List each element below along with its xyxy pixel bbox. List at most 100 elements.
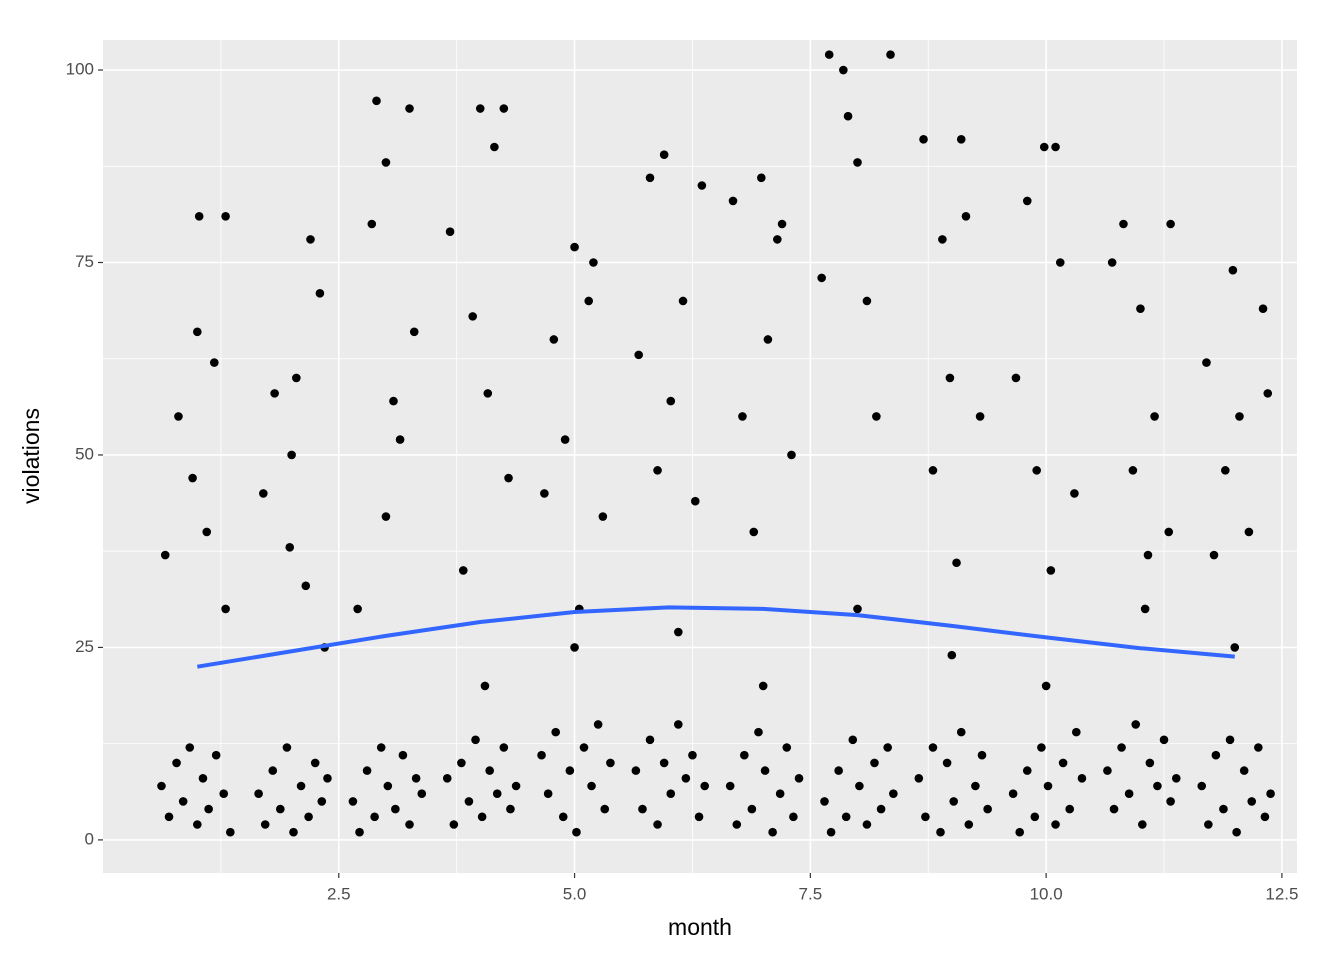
point <box>304 812 313 822</box>
point <box>1164 527 1174 537</box>
point <box>477 812 487 822</box>
point <box>757 173 766 183</box>
point <box>565 766 575 775</box>
point <box>1230 643 1240 652</box>
point <box>645 735 655 745</box>
point <box>947 650 957 660</box>
point <box>919 135 928 144</box>
point <box>961 212 971 221</box>
point <box>551 727 561 737</box>
point <box>872 412 881 421</box>
point <box>372 96 381 106</box>
point <box>193 327 202 337</box>
point <box>259 489 268 498</box>
point <box>1022 766 1032 775</box>
point <box>1136 304 1145 313</box>
point <box>1254 743 1263 752</box>
point <box>471 735 480 745</box>
point <box>848 735 858 745</box>
point <box>678 296 688 306</box>
point <box>1153 781 1162 791</box>
point <box>834 766 843 775</box>
point <box>971 781 980 791</box>
point <box>789 812 798 822</box>
point <box>883 743 892 752</box>
point <box>221 212 230 221</box>
point <box>1260 812 1270 822</box>
x-tick-label: 5.0 <box>563 884 587 903</box>
point <box>1037 743 1046 752</box>
point <box>1058 758 1068 768</box>
point <box>1225 735 1235 745</box>
point <box>395 435 405 444</box>
point <box>296 781 306 791</box>
point <box>1072 727 1081 737</box>
point <box>449 820 459 829</box>
point <box>732 820 742 829</box>
point <box>285 543 295 552</box>
panel <box>103 40 1297 873</box>
point <box>315 288 325 298</box>
point <box>409 327 419 337</box>
point <box>1211 750 1221 760</box>
point <box>370 812 379 822</box>
point <box>600 804 610 814</box>
point <box>276 804 285 814</box>
point <box>204 804 213 814</box>
point <box>572 827 581 837</box>
point <box>1008 789 1018 799</box>
x-tick-label: 2.5 <box>327 884 351 903</box>
point <box>773 235 782 244</box>
point <box>1202 358 1211 367</box>
point <box>270 389 279 398</box>
point <box>1011 373 1021 383</box>
point <box>417 789 427 799</box>
point <box>260 820 270 829</box>
point <box>659 758 669 768</box>
point <box>659 150 669 160</box>
point <box>540 489 549 498</box>
point <box>738 412 747 421</box>
point <box>1046 566 1056 575</box>
point <box>843 111 853 121</box>
point <box>306 235 315 244</box>
point <box>1145 758 1155 768</box>
point <box>202 527 212 537</box>
point <box>638 804 647 814</box>
point <box>758 681 768 691</box>
point <box>381 512 391 521</box>
point <box>558 812 568 822</box>
point <box>1043 781 1053 791</box>
point <box>178 797 188 806</box>
point <box>754 727 763 737</box>
point <box>543 789 553 799</box>
point <box>579 743 589 752</box>
point <box>598 512 608 521</box>
point <box>928 466 938 475</box>
point <box>174 412 183 421</box>
point <box>405 820 414 829</box>
point <box>1232 827 1241 837</box>
point <box>653 466 662 475</box>
point <box>511 781 521 791</box>
point <box>1051 142 1060 152</box>
point <box>499 743 509 752</box>
point <box>289 827 298 837</box>
point <box>768 827 777 837</box>
point <box>287 450 296 460</box>
point <box>956 135 966 144</box>
y-tick-label: 0 <box>85 829 94 848</box>
point <box>317 797 327 806</box>
point <box>209 358 219 367</box>
point <box>942 758 952 768</box>
point <box>1117 743 1126 752</box>
point <box>376 743 386 752</box>
point <box>1166 797 1175 806</box>
point <box>464 797 474 806</box>
point <box>697 181 707 190</box>
point <box>499 104 509 113</box>
point <box>442 774 452 783</box>
point <box>1032 466 1041 475</box>
point <box>268 766 278 775</box>
